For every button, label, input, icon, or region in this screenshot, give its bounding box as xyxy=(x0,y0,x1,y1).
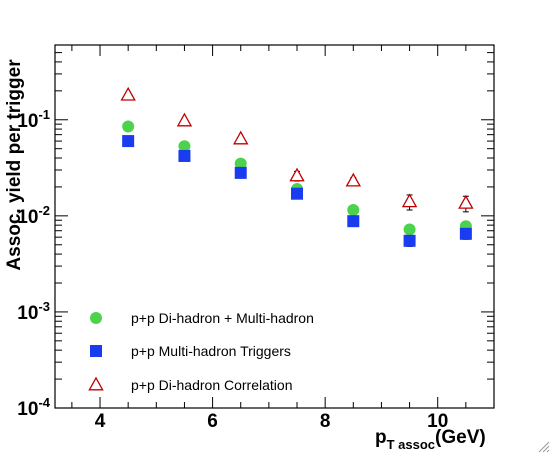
x-axis-title: pT assoc(GeV) xyxy=(375,427,486,452)
y-tick-label-base: 10 xyxy=(17,303,38,324)
data-point xyxy=(403,223,416,236)
x-tick-label: 10 xyxy=(427,411,448,432)
y-tick-label: 10-2 xyxy=(17,203,50,228)
data-point xyxy=(403,234,416,247)
legend-marker xyxy=(90,312,102,324)
data-point xyxy=(122,135,135,148)
x-tick-label: 8 xyxy=(320,411,331,432)
data-point xyxy=(176,112,193,127)
x-axis-title-subscript: T assoc xyxy=(387,437,435,452)
legend-label: p+p Di-hadron Correlation xyxy=(131,377,292,393)
y-tick-label-exponent: -1 xyxy=(38,107,50,122)
series-1 xyxy=(122,135,472,247)
series-2 xyxy=(120,86,474,213)
y-tick-label-base: 10 xyxy=(17,399,38,420)
data-point xyxy=(458,194,474,209)
data-point xyxy=(345,172,362,187)
data-point xyxy=(234,157,247,170)
data-marks xyxy=(120,86,474,247)
resize-grip-icon[interactable] xyxy=(538,441,550,453)
data-point xyxy=(401,193,418,208)
x-tick-label: 6 xyxy=(207,411,218,432)
y-tick-label-exponent: -4 xyxy=(38,395,50,410)
y-tick-label-exponent: -3 xyxy=(38,299,50,314)
x-axis-title-unit: (GeV) xyxy=(435,427,486,448)
data-point xyxy=(122,120,135,133)
legend-label: p+p Multi-hadron Triggers xyxy=(131,343,291,359)
plot-frame xyxy=(54,44,495,409)
data-point xyxy=(120,86,136,101)
y-tick-label-base: 10 xyxy=(17,207,38,228)
data-point xyxy=(459,227,472,240)
legend-marker xyxy=(88,376,104,391)
legend-label: p+p Di-hadron + Multi-hadron xyxy=(131,310,314,326)
data-point xyxy=(347,204,360,217)
x-axis-title-main: p xyxy=(375,427,387,448)
y-tick-label: 10-4 xyxy=(17,395,50,420)
y-axis-title: Assoc. yield per trigger xyxy=(4,59,25,271)
y-tick-label: 10-1 xyxy=(17,107,50,132)
y-tick-label-base: 10 xyxy=(17,111,38,132)
x-tick-label: 4 xyxy=(95,411,106,432)
data-point xyxy=(178,149,191,162)
legend-marker xyxy=(90,345,102,357)
data-point xyxy=(347,215,360,228)
y-tick-label: 10-3 xyxy=(17,299,50,324)
data-point xyxy=(234,166,247,179)
legend: p+p Di-hadron + Multi-hadron p+p Multi-ha… xyxy=(88,310,314,393)
y-tick-label-exponent: -2 xyxy=(38,203,50,218)
data-point xyxy=(178,140,191,153)
data-point xyxy=(289,167,305,182)
data-point xyxy=(291,187,304,200)
data-point xyxy=(233,130,249,145)
